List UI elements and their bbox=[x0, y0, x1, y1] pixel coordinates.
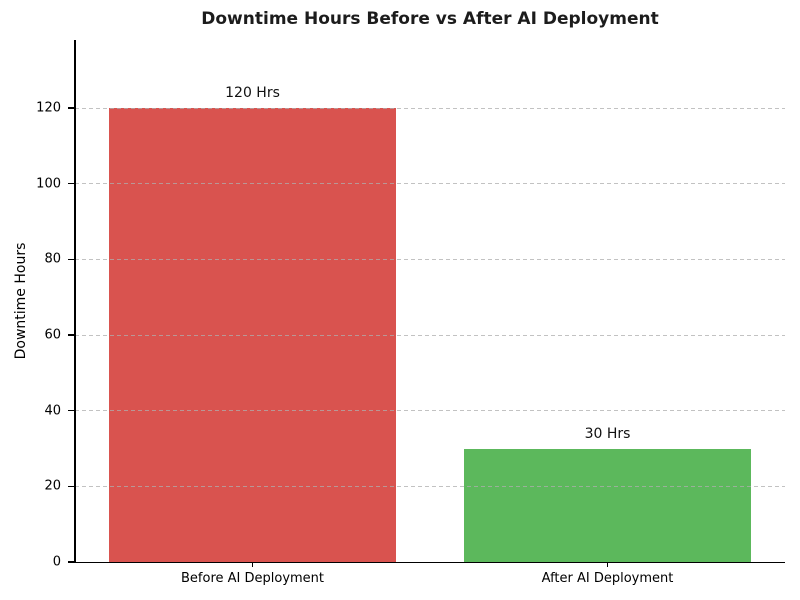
y-tick-80 bbox=[68, 258, 75, 261]
bar-after-ai-deployment bbox=[464, 448, 751, 562]
y-tick-60 bbox=[68, 334, 75, 336]
x-tick-before-ai-deployment bbox=[251, 562, 254, 567]
x-tick-label-after-ai-deployment: After AI Deployment bbox=[541, 571, 674, 586]
x-tick-label-before-ai-deployment: Before AI Deployment bbox=[180, 571, 325, 586]
y-tick-120 bbox=[68, 107, 75, 109]
y-axis-spine bbox=[74, 40, 76, 562]
y-tick-0 bbox=[68, 561, 75, 563]
y-tick-label-80: 80 bbox=[44, 251, 61, 267]
y-tick-label-40: 40 bbox=[44, 403, 61, 419]
y-tick-100 bbox=[68, 183, 75, 185]
chart-title: Downtime Hours Before vs After AI Deploy… bbox=[201, 9, 659, 29]
ticks-layer: 0 20 40 60 80 100 120 Before AI Deployment After… bbox=[36, 40, 785, 586]
y-tick-label-20: 20 bbox=[44, 478, 61, 494]
y-tick-40 bbox=[68, 410, 75, 412]
y-tick-label-100: 100 bbox=[36, 176, 61, 192]
plot-area: 120 Hrs 30 Hrs 0 20 40 60 80 100 120 Before AI D… bbox=[36, 40, 785, 586]
y-tick-label-0: 0 bbox=[52, 554, 61, 570]
y-tick-label-60: 60 bbox=[44, 327, 61, 343]
y-tick-20 bbox=[68, 485, 75, 487]
x-tick-after-ai-deployment bbox=[606, 562, 609, 567]
x-axis-spine bbox=[74, 561, 785, 563]
y-tick-label-120: 120 bbox=[36, 100, 61, 116]
